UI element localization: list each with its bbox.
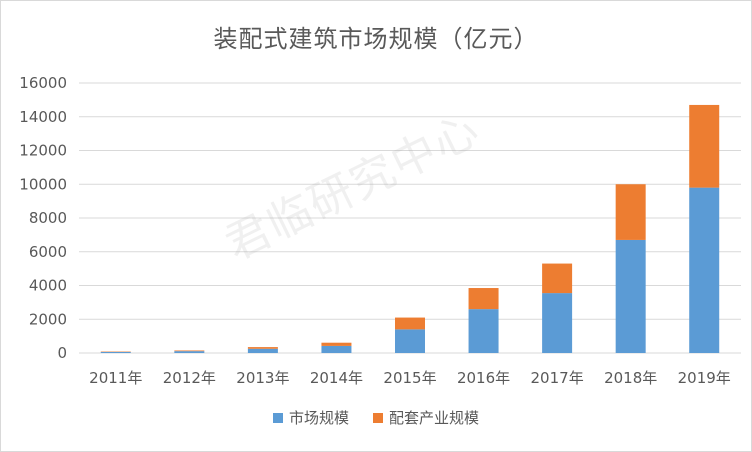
bar-supporting [468,288,499,310]
bar-supporting [689,104,720,188]
x-tick-label: 2016年 [457,369,510,387]
x-tick-label: 2017年 [531,369,584,387]
x-tick-label: 2011年 [89,369,142,387]
legend-swatch [272,412,283,423]
x-tick-label: 2019年 [678,369,731,387]
bar-supporting [395,317,425,330]
bar-market [395,329,425,353]
y-tick-label: 0 [57,344,67,362]
chart-title: 装配式建筑市场规模（亿元） [213,25,539,53]
y-tick-label: 10000 [19,175,67,193]
y-tick-label: 12000 [19,142,67,160]
bar-supporting [321,342,352,346]
y-tick-label: 6000 [29,243,67,261]
bar-supporting [174,350,205,352]
x-tick-label: 2013年 [236,369,289,387]
bar-supporting [542,263,573,294]
legend-label: 配套产业规模 [389,409,480,427]
bar-market [542,293,573,353]
bar-supporting [615,184,646,240]
bar-market [247,348,278,353]
y-tick-label: 8000 [29,209,67,227]
legend: 市场规模 配套产业规模 [1,407,751,428]
y-tick-label: 2000 [29,310,67,328]
bar-market [100,351,131,353]
bar-market [615,239,646,353]
bar-supporting [247,347,278,349]
bar-market [689,187,720,353]
bar-market [468,309,499,353]
y-tick-label: 4000 [29,277,67,295]
x-tick-label: 2014年 [310,369,363,387]
x-tick-label: 2018年 [604,369,657,387]
x-tick-label: 2015年 [383,369,436,387]
legend-item: 市场规模 [272,407,349,428]
bar-market [321,345,352,353]
bar-market [174,351,205,353]
y-tick-label: 16000 [19,74,67,92]
y-tick-label: 14000 [19,108,67,126]
legend-item: 配套产业规模 [373,407,479,428]
legend-swatch [373,412,383,423]
legend-label: 市场规模 [288,409,349,427]
x-tick-label: 2012年 [163,369,216,387]
